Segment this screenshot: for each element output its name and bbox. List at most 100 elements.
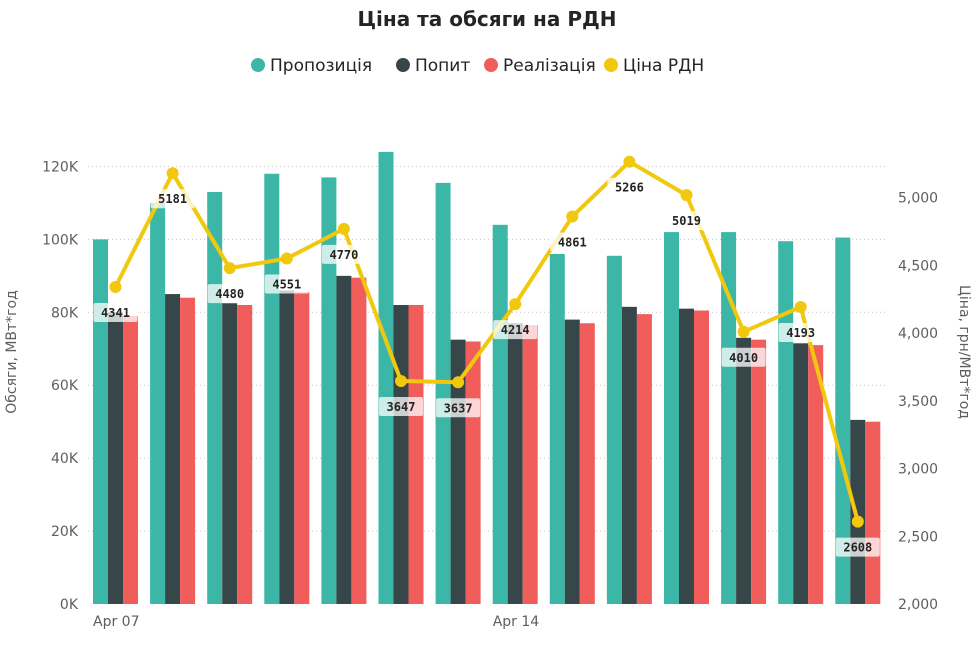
supply-bar: [835, 237, 851, 605]
price-data-label: 5019: [672, 214, 701, 228]
supply-bar: [435, 182, 451, 604]
realization-bar: [465, 341, 481, 604]
x-tick-label: Apr 07: [93, 614, 139, 630]
price-point: [566, 210, 579, 223]
price-label-bg: [150, 189, 195, 209]
price-point: [280, 252, 293, 265]
realization-bar: [751, 339, 767, 604]
supply-bar: [378, 151, 394, 604]
demand-bar: [850, 419, 866, 604]
price-point: [794, 301, 807, 314]
price-label-bg: [264, 274, 309, 294]
price-data-label: 4010: [729, 351, 758, 365]
price-point: [166, 167, 179, 180]
supply-bar: [606, 255, 622, 605]
right-tick-label: 4,500: [898, 258, 938, 274]
realization-bar: [865, 421, 881, 604]
realization-bar: [180, 297, 196, 604]
price-label-bg: [207, 284, 252, 304]
supply-bar: [664, 232, 679, 605]
price-data-label: 5181: [158, 192, 187, 206]
price-label-bg: [664, 211, 709, 231]
right-tick-label: 2,000: [898, 597, 938, 613]
legend-label: Ціна РДН: [623, 56, 704, 76]
realization-bar: [636, 314, 652, 604]
price-point: [851, 515, 864, 528]
price-data-label: 5266: [615, 181, 644, 195]
left-tick-label: 120K: [42, 159, 79, 175]
left-tick-label: 80K: [51, 305, 79, 321]
realization-bar: [123, 315, 138, 604]
supply-bar: [778, 241, 794, 604]
demand-bar: [279, 290, 295, 604]
price-label-bg: [321, 244, 366, 264]
x-tick-label: Apr 14: [493, 614, 540, 630]
demand-bar: [165, 294, 181, 604]
price-label-bg: [436, 398, 481, 418]
price-data-label: 4341: [101, 306, 130, 320]
realization-bar: [237, 305, 253, 604]
realization-bar: [808, 345, 824, 604]
price-data-label: 4770: [329, 248, 358, 262]
bar-series: [93, 151, 881, 605]
right-axis-title: Ціна, грн/МВт*год: [956, 285, 972, 419]
price-label-bg: [493, 320, 538, 340]
demand-bar: [108, 312, 123, 604]
price-point: [509, 298, 522, 311]
demand-bar: [679, 308, 694, 604]
right-tick-label: 3,000: [898, 462, 938, 478]
supply-bar: [93, 239, 108, 604]
demand-bar: [736, 337, 752, 604]
legend: Пропозиція Попит Реалізація Ціна РДН: [251, 56, 704, 76]
price-data-label: 4861: [558, 236, 587, 250]
supply-bar: [150, 202, 166, 604]
price-data-label: 4214: [501, 323, 530, 337]
legend-label: Попит: [415, 56, 470, 76]
demand-bar: [793, 343, 809, 604]
realization-bar: [694, 310, 709, 604]
price-point: [337, 222, 350, 235]
chart-title: Ціна та обсяги на РДН: [357, 7, 616, 31]
gridlines: [88, 165, 888, 532]
left-tick-label: 40K: [51, 451, 79, 467]
supply-bar: [721, 232, 737, 605]
left-axis-title: Обсяги, МВт*год: [4, 290, 20, 414]
demand-bar: [564, 319, 580, 604]
price-point: [395, 374, 407, 387]
price-data-label: 4551: [272, 278, 301, 292]
legend-marker: [396, 58, 410, 72]
legend-marker: [484, 58, 498, 72]
left-tick-label: 20K: [51, 524, 79, 540]
right-tick-label: 2,500: [898, 529, 938, 545]
price-label-bg: [550, 232, 595, 252]
price-label-bg: [721, 347, 766, 367]
x-axis: Apr 07 Apr 14: [93, 614, 539, 630]
legend-label: Реалізація: [503, 56, 596, 76]
price-label-bg: [93, 302, 138, 322]
realization-bar: [294, 292, 310, 604]
demand-bar: [336, 275, 352, 604]
right-tick-label: 3,500: [898, 394, 938, 410]
left-tick-label: 100K: [42, 232, 79, 248]
supply-bar: [492, 224, 508, 605]
demand-bar: [621, 306, 637, 604]
supply-bar: [549, 253, 565, 604]
realization-bar: [522, 325, 538, 604]
realization-bar: [351, 277, 367, 604]
price-label-bg: [379, 396, 423, 416]
demand-bar: [222, 303, 238, 604]
left-tick-label: 0K: [60, 597, 79, 613]
price-label-bg: [607, 177, 652, 197]
price-data-label: 4480: [215, 287, 244, 301]
legend-label: Пропозиція: [270, 56, 372, 76]
legend-marker: [604, 58, 618, 72]
price-data-labels: 4341 5181 4480 4551 4770 3647 3637 4214 4861 5266…: [93, 177, 880, 557]
price-data-label: 3647: [387, 400, 416, 414]
price-point: [680, 189, 693, 202]
price-point: [737, 325, 750, 338]
left-axis: 0K 20K 40K 60K 80K 100K 120K: [42, 159, 79, 613]
price-data-label: 3637: [444, 401, 473, 415]
price-point: [109, 280, 122, 293]
price-data-label: 2608: [843, 541, 872, 555]
